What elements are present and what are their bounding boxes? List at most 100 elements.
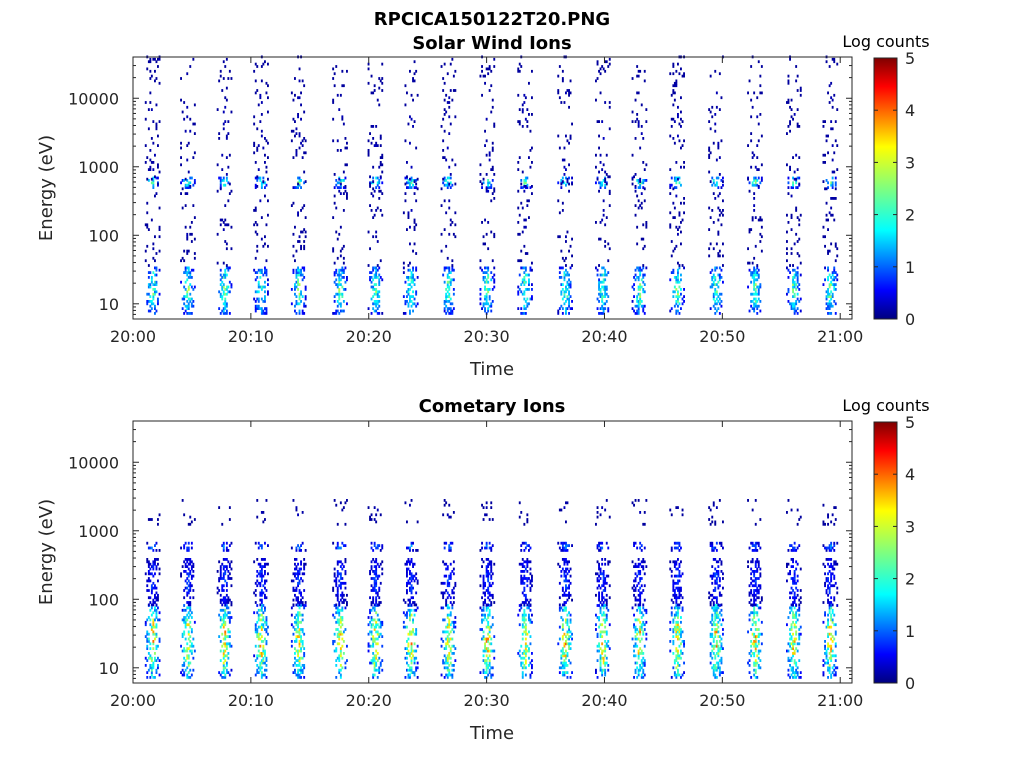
solar-wind-ions-heatmap-cell bbox=[566, 271, 569, 274]
solar-wind-ions-heatmap-cell bbox=[230, 225, 233, 229]
cometary-ions-heatmap-cell bbox=[376, 508, 379, 512]
solar-wind-ions-colorbar bbox=[873, 57, 898, 320]
solar-wind-ions-heatmap-cell bbox=[372, 268, 375, 272]
solar-wind-ions-heatmap-cell bbox=[602, 67, 605, 71]
solar-wind-ions-heatmap-cell bbox=[187, 249, 190, 253]
cometary-ions-heatmap-cell bbox=[183, 608, 186, 612]
cometary-ions-heatmap-cell bbox=[187, 647, 190, 650]
cometary-ions-heatmap-cell bbox=[152, 661, 155, 665]
cometary-ions-heatmap-cell bbox=[565, 661, 567, 665]
solar-wind-ions-heatmap-cell bbox=[224, 96, 227, 100]
solar-wind-ions-heatmap-cell bbox=[440, 65, 443, 68]
cometary-ions-heatmap-cell bbox=[155, 598, 158, 602]
cometary-ions-heatmap-cell bbox=[407, 642, 410, 646]
solar-wind-ions-heatmap-cell bbox=[712, 192, 715, 195]
cometary-ions-heatmap-cell bbox=[375, 654, 378, 658]
cometary-ions-heatmap-cell bbox=[443, 654, 446, 658]
solar-wind-ions-heatmap-cell bbox=[566, 139, 569, 143]
solar-wind-ions-heatmap-cell bbox=[225, 86, 228, 90]
cometary-ions-heatmap-cell bbox=[487, 640, 490, 643]
cometary-ions-heatmap-cell bbox=[344, 572, 347, 576]
solar-wind-ions-heatmap-cell bbox=[636, 304, 639, 308]
cometary-ions-heatmap-cell bbox=[228, 544, 231, 547]
cometary-ions-heatmap-cell bbox=[415, 628, 418, 631]
solar-wind-ions-heatmap-cell bbox=[753, 280, 756, 284]
solar-wind-ions-heatmap-cell bbox=[180, 259, 182, 263]
solar-wind-ions-heatmap-cell bbox=[303, 240, 306, 243]
solar-wind-ions-heatmap-cell bbox=[790, 194, 793, 198]
cometary-ions-heatmap-cell bbox=[415, 603, 418, 607]
cometary-ions-heatmap-cell bbox=[376, 562, 379, 566]
cometary-ions-heatmap-cell bbox=[149, 623, 152, 627]
cometary-ions-heatmap-cell bbox=[295, 586, 298, 590]
solar-wind-ions-heatmap-cell bbox=[568, 163, 570, 167]
solar-wind-ions-heatmap-cell bbox=[796, 273, 799, 277]
cometary-ions-heatmap-cell bbox=[565, 546, 567, 550]
solar-wind-ions-heatmap-cell bbox=[338, 108, 341, 111]
cometary-ions-heatmap-cell bbox=[413, 659, 416, 662]
cometary-ions-heatmap-cell bbox=[150, 666, 153, 670]
solar-wind-ions-heatmap-cell bbox=[756, 292, 759, 296]
solar-wind-ions-heatmap-cell bbox=[557, 134, 560, 138]
solar-wind-ions-heatmap-cell bbox=[526, 108, 529, 111]
solar-wind-ions-heatmap-cell bbox=[227, 132, 230, 135]
cometary-ions-heatmap-cell bbox=[298, 613, 301, 617]
solar-wind-ions-heatmap-cell bbox=[604, 240, 607, 243]
solar-wind-ions-heatmap-cell bbox=[379, 189, 382, 193]
solar-wind-ions-heatmap-cell bbox=[410, 280, 413, 284]
cometary-ions-heatmap-cell bbox=[485, 666, 488, 670]
solar-wind-ions-heatmap-cell bbox=[146, 302, 149, 306]
solar-wind-ions-heatmap-cell bbox=[376, 181, 379, 185]
cometary-ions-heatmap-cell bbox=[184, 586, 187, 590]
solar-wind-ions-heatmap-cell bbox=[827, 302, 829, 306]
solar-wind-ions-heatmap-cell bbox=[448, 312, 451, 315]
cometary-ions-heatmap-cell bbox=[256, 620, 259, 624]
cometary-ions-heatmap-cell bbox=[265, 620, 268, 624]
solar-wind-ions-heatmap-cell bbox=[341, 285, 344, 289]
cometary-ions-heatmap-cell bbox=[341, 637, 344, 641]
solar-wind-ions-heatmap-cell bbox=[753, 153, 756, 157]
cometary-ions-heatmap-cell bbox=[150, 606, 153, 610]
solar-wind-ions-heatmap-cell bbox=[346, 146, 348, 150]
cometary-ions-heatmap-cell bbox=[301, 596, 304, 600]
solar-wind-ions-heatmap-cell bbox=[157, 302, 159, 306]
cometary-ions-heatmap-cell bbox=[297, 676, 299, 679]
solar-wind-ions-heatmap-cell bbox=[375, 276, 378, 279]
solar-wind-ions-heatmap-cell bbox=[561, 79, 564, 83]
cometary-ions-heatmap-cell bbox=[189, 562, 192, 566]
solar-wind-ions-heatmap-cell bbox=[747, 177, 749, 181]
solar-wind-ions-heatmap-cell bbox=[446, 176, 449, 180]
cometary-ions-heatmap-cell bbox=[155, 613, 158, 617]
solar-wind-ions-heatmap-cell bbox=[301, 144, 304, 147]
solar-wind-ions-heatmap-cell bbox=[297, 283, 299, 286]
solar-wind-ions-heatmap-cell bbox=[267, 213, 269, 217]
solar-wind-ions-heatmap-cell bbox=[796, 108, 799, 111]
cometary-ions-heatmap-cell bbox=[490, 673, 493, 677]
cometary-ions-heatmap-cell bbox=[341, 666, 344, 670]
cometary-ions-heatmap-cell bbox=[518, 623, 521, 627]
solar-wind-ions-heatmap-cell bbox=[186, 105, 189, 109]
solar-wind-ions-heatmap-cell bbox=[183, 312, 186, 315]
solar-wind-ions-heatmap-cell bbox=[636, 179, 639, 182]
solar-wind-ions-heatmap-cell bbox=[634, 189, 637, 193]
solar-wind-ions-heatmap-cell bbox=[796, 186, 799, 189]
cometary-ions-heatmap-cell bbox=[149, 579, 152, 583]
cometary-ions-heatmap-cell bbox=[484, 601, 486, 604]
cometary-ions-heatmap-cell bbox=[295, 603, 298, 607]
cometary-ions-heatmap-cell bbox=[490, 570, 493, 573]
cometary-ions-heatmap-cell bbox=[563, 572, 566, 576]
cometary-ions-heatmap-cell bbox=[523, 577, 526, 580]
cometary-ions-heatmap-cell bbox=[487, 656, 490, 660]
cometary-ions-heatmap-cell bbox=[566, 623, 569, 627]
cometary-ions-heatmap-cell bbox=[339, 560, 342, 564]
solar-wind-ions-heatmap-cell bbox=[637, 122, 640, 126]
solar-wind-ions-heatmap-cell bbox=[149, 309, 152, 313]
cometary-ions-heatmap-cell bbox=[184, 668, 187, 672]
solar-wind-ions-heatmap-cell bbox=[639, 285, 642, 289]
solar-wind-ions-heatmap-cell bbox=[796, 307, 799, 310]
solar-wind-ions-heatmap-cell bbox=[448, 307, 451, 310]
solar-wind-ions-heatmap-cell bbox=[596, 307, 599, 310]
solar-wind-ions-heatmap-cell bbox=[722, 254, 724, 258]
cometary-ions-heatmap-cell bbox=[375, 625, 378, 629]
solar-wind-ions-heatmap-cell bbox=[376, 144, 379, 147]
